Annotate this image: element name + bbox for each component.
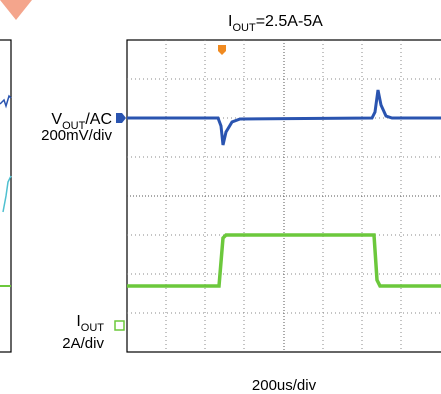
scope-panel bbox=[114, 39, 441, 353]
trigger-marker bbox=[218, 45, 226, 55]
ch1-scale: 200mV/div bbox=[41, 127, 112, 144]
ch1-name: VOUT/AC bbox=[51, 111, 112, 132]
timebase: 200us/div bbox=[252, 377, 317, 394]
ch2-marker bbox=[114, 320, 125, 331]
ch1-marker bbox=[116, 113, 126, 123]
left-panel bbox=[0, 39, 12, 353]
title: IOUT=2.5A-5A bbox=[228, 13, 323, 34]
ch2-name: IOUT bbox=[76, 313, 104, 334]
vout-trace bbox=[127, 89, 441, 146]
corner-shape bbox=[0, 0, 32, 20]
iout-trace bbox=[127, 233, 441, 288]
ch2-scale: 2A/div bbox=[62, 335, 104, 352]
